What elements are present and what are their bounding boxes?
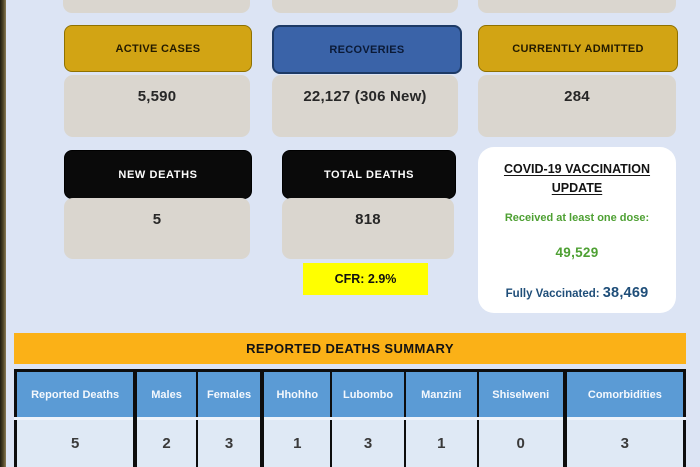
value-comorbidities: 3 [563, 417, 686, 467]
col-males: Males [134, 369, 198, 420]
vaccination-card: COVID-19 VACCINATION UPDATE Received at … [478, 147, 676, 313]
value-males: 2 [134, 417, 198, 467]
vaccination-title: COVID-19 VACCINATION UPDATE [503, 162, 651, 196]
cutoff-card-2 [272, 0, 458, 13]
value-manzini: 1 [403, 417, 479, 467]
value-reported-deaths: 5 [14, 417, 138, 467]
col-lubombo: Lubombo [330, 369, 406, 420]
col-manzini: Manzini [403, 369, 479, 420]
cutoff-card-3 [478, 0, 676, 13]
value-shiselweni: 0 [476, 417, 567, 467]
table-header-row: Reported Deaths Males Females Hhohho Lub… [14, 369, 686, 420]
table-value-row: 5 2 3 1 3 1 0 3 [14, 417, 686, 467]
fully-vaccinated-value: 38,469 [602, 284, 649, 301]
recoveries-header: RECOVERIES [272, 25, 462, 74]
new-deaths-value: 5 [64, 198, 250, 259]
total-deaths-value: 818 [282, 198, 454, 259]
reported-deaths-table: Reported Deaths Males Females Hhohho Lub… [14, 369, 686, 467]
col-hhohho: Hhohho [261, 369, 333, 420]
reported-deaths-summary-title: REPORTED DEATHS SUMMARY [14, 333, 686, 364]
left-edge-strip [0, 0, 6, 467]
col-comorbidities: Comorbidities [563, 369, 686, 420]
total-deaths-header: TOTAL DEATHS [282, 150, 456, 199]
col-females: Females [195, 369, 265, 420]
col-reported-deaths: Reported Deaths [14, 369, 138, 420]
dose1-label: Received at least one dose: [504, 211, 650, 224]
currently-admitted-value: 284 [478, 75, 676, 137]
fully-vaccinated-row: Fully Vaccinated: 38,469 [490, 285, 664, 301]
value-lubombo: 3 [330, 417, 406, 467]
cutoff-card-1 [63, 0, 250, 13]
value-hhohho: 1 [261, 417, 333, 467]
active-cases-header: ACTIVE CASES [64, 25, 252, 72]
value-females: 3 [195, 417, 265, 467]
cfr-badge: CFR: 2.9% [303, 263, 428, 295]
fully-vaccinated-label: Fully Vaccinated: [505, 287, 600, 300]
active-cases-value: 5,590 [64, 75, 250, 137]
recoveries-value: 22,127 (306 New) [272, 75, 458, 137]
currently-admitted-header: CURRENTLY ADMITTED [478, 25, 678, 72]
new-deaths-header: NEW DEATHS [64, 150, 252, 199]
col-shiselweni: Shiselweni [476, 369, 567, 420]
dose1-value: 49,529 [555, 244, 599, 260]
